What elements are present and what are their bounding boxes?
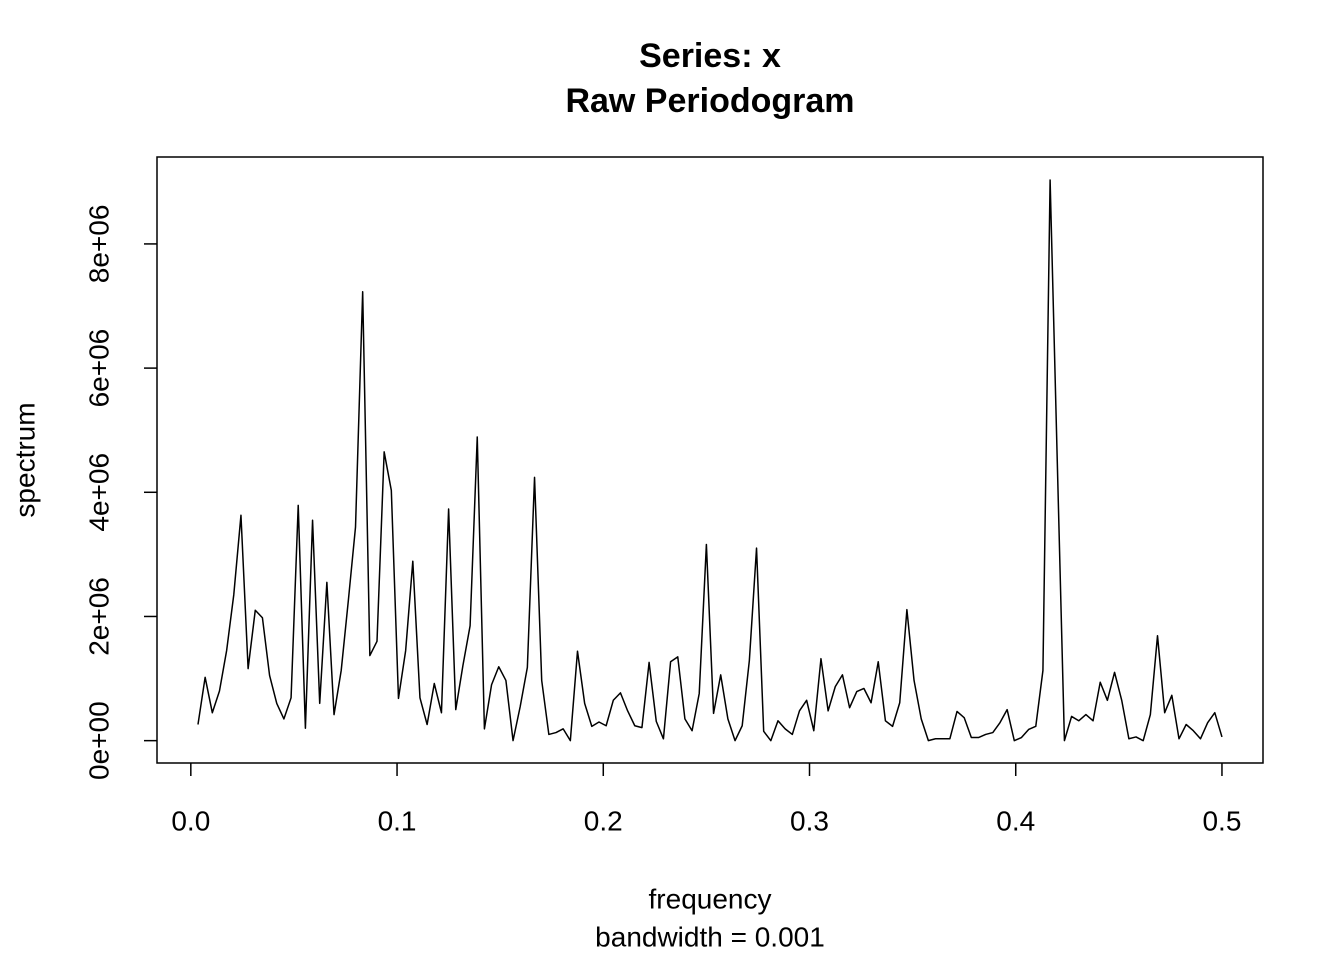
x-axis-label: frequency [649, 883, 772, 914]
x-axis-note: bandwidth = 0.001 [595, 921, 825, 952]
y-tick-label: 4e+06 [83, 453, 114, 532]
chart-title: Series: x [639, 37, 781, 75]
x-tick-label: 0.0 [171, 805, 210, 836]
x-tick-label: 0.1 [378, 805, 417, 836]
spectrum-line [197, 179, 1223, 742]
x-tick-label: 0.5 [1202, 805, 1241, 836]
y-tick-label: 2e+06 [83, 577, 114, 656]
y-tick-label: 0e+00 [83, 701, 114, 780]
x-tick-label: 0.3 [790, 805, 829, 836]
y-axis-label: spectrum [9, 402, 40, 517]
chart-subtitle: Raw Periodogram [565, 82, 854, 120]
y-tick-label: 8e+06 [83, 205, 114, 284]
x-tick-label: 0.4 [996, 805, 1035, 836]
plot-frame [156, 156, 1264, 764]
y-tick-label: 6e+06 [83, 329, 114, 408]
x-tick-label: 0.2 [584, 805, 623, 836]
